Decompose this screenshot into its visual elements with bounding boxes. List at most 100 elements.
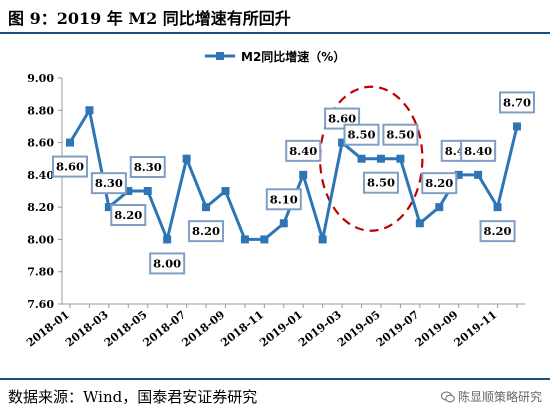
watermark-text: 陈显顺策略研究 [457, 390, 542, 404]
data-label: 8.20 [110, 204, 147, 226]
data-point [357, 154, 366, 163]
data-label: 8.50 [382, 123, 419, 146]
data-point [124, 187, 133, 195]
data-point [474, 170, 483, 179]
data-label-box [129, 156, 166, 178]
data-label-text: 8.70 [503, 95, 531, 109]
legend-marker [216, 52, 224, 60]
data-label: 8.20 [188, 220, 225, 243]
m2-line-chart: 7.607.808.008.208.408.608.809.002018-012… [24, 49, 535, 349]
x-tick-label: 2018-05 [102, 308, 150, 349]
x-tick-label: 2019-07 [374, 308, 422, 349]
data-point [338, 138, 347, 147]
data-label-text: 8.30 [95, 176, 123, 190]
data-point [513, 122, 521, 131]
data-label-box [90, 172, 127, 195]
data-point [143, 187, 152, 195]
data-label-box [382, 123, 419, 146]
data-label-box [188, 220, 225, 243]
data-point [493, 203, 502, 212]
data-label-text: 8.60 [328, 112, 356, 126]
data-label-box [149, 252, 186, 275]
data-label-text: 8.20 [192, 224, 220, 238]
data-label: 8.50 [343, 123, 380, 146]
data-label-box [499, 91, 535, 114]
data-point [260, 235, 269, 244]
data-point [163, 235, 172, 244]
data-point [396, 154, 405, 163]
x-tick-label: 2019-05 [335, 308, 383, 349]
data-label-box [285, 139, 322, 162]
x-tick-label: 2018-03 [63, 308, 111, 349]
figure-title-bar: 图 9：2019 年 M2 同比增速有所回升 [0, 0, 550, 34]
y-tick-label: 8.40 [27, 169, 54, 182]
data-point [376, 154, 385, 163]
data-point [85, 106, 94, 115]
x-tick-label: 2019-09 [413, 308, 461, 349]
data-label-text: 8.50 [386, 128, 414, 142]
data-label: 8.10 [265, 188, 302, 211]
data-label-text: 8.40 [289, 144, 317, 158]
data-label-box [52, 155, 88, 178]
x-tick-label: 2018-11 [218, 308, 266, 349]
data-label-box [343, 123, 380, 146]
watermark: 陈显顺策略研究 [440, 388, 542, 405]
y-tick-label: 8.60 [27, 137, 54, 150]
data-point [66, 138, 74, 147]
data-label-text: 8.40 [464, 144, 492, 158]
data-label-text: 8.20 [484, 224, 512, 238]
data-point [415, 219, 424, 228]
legend-label: M2同比增速（%） [241, 49, 345, 64]
data-label: 8.50 [362, 171, 399, 194]
data-label-text: 8.50 [348, 128, 376, 142]
y-tick-label: 8.20 [27, 201, 54, 214]
data-label-box [110, 204, 147, 226]
highlight-ellipse [318, 85, 424, 232]
data-label-box [460, 139, 497, 162]
x-tick-label: 2019-01 [257, 308, 305, 349]
source-note: 数据来源：Wind，国泰君安证券研究 [8, 388, 258, 406]
data-point [202, 203, 211, 212]
data-point [454, 170, 463, 179]
data-label: 8.30 [90, 172, 127, 195]
data-point [221, 187, 230, 195]
data-label: 8.00 [149, 252, 186, 275]
chart-container: 7.60 7.80 8.00 8.20 8.40 8.60 8.80 9.00 2018-01 2… [0, 36, 550, 376]
y-tick-label: 9.00 [27, 72, 54, 85]
x-tick-label: 2018-09 [180, 308, 228, 349]
data-label-box [265, 188, 302, 211]
data-label-box [362, 171, 399, 194]
x-tick-label: 2019-11 [452, 308, 500, 349]
data-label: 8.20 [479, 220, 516, 243]
data-label-box [324, 107, 361, 130]
x-tick-label: 2019-03 [296, 308, 344, 349]
y-tick-label: 7.80 [27, 266, 54, 279]
data-label: 8.60 [52, 155, 88, 178]
y-tick-label: 8.80 [27, 104, 54, 117]
data-label: 8.60 [324, 107, 361, 130]
data-point [182, 154, 191, 163]
data-label-text: 8.30 [134, 160, 162, 174]
data-label: 8.70 [499, 91, 535, 114]
data-label-text: 8.00 [153, 256, 181, 270]
data-label: 8.40 [285, 139, 322, 162]
data-label-box [479, 220, 516, 243]
data-point [104, 203, 113, 212]
wechat-icon [440, 391, 455, 403]
data-point [299, 170, 308, 179]
y-tick-label: 8.00 [27, 233, 54, 246]
data-label: 8.30 [129, 156, 166, 178]
data-label: 8.40 [460, 139, 497, 162]
data-label-box [421, 172, 458, 195]
data-label-text: 8.50 [367, 176, 395, 190]
y-tick-label: 7.60 [27, 298, 54, 311]
figure-title: 图 9：2019 年 M2 同比增速有所回升 [8, 9, 291, 28]
data-point [240, 235, 249, 244]
x-tick-label: 2018-01 [24, 308, 72, 349]
data-point [318, 235, 327, 244]
data-point [435, 203, 444, 212]
data-label: 8.20 [421, 172, 458, 195]
data-label-text: 8.20 [114, 208, 142, 222]
data-label-text: 8.20 [425, 176, 453, 190]
source-bar: 数据来源：Wind，国泰君安证券研究 陈显顺策略研究 [0, 378, 550, 413]
